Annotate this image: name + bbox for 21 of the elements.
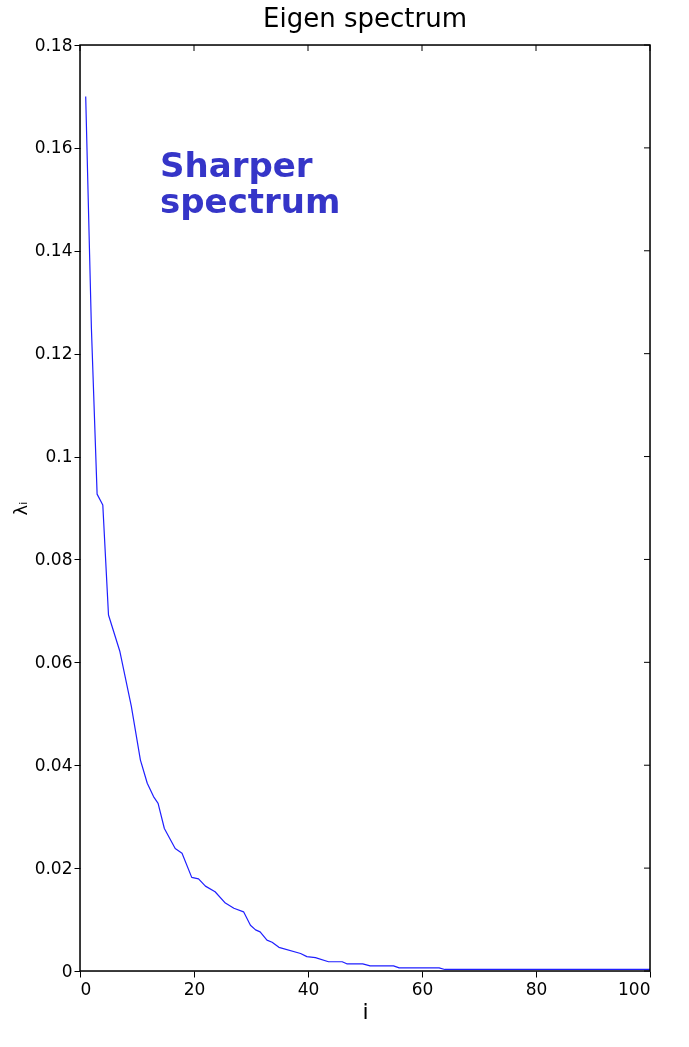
y-tick-label: 0.06 — [34, 651, 73, 672]
y-tick-label: 0.08 — [34, 548, 73, 569]
x-tick-label: 60 — [411, 978, 434, 999]
chart-title: Eigen spectrum — [263, 3, 467, 33]
y-tick-label: 0.16 — [34, 137, 73, 158]
x-axis-title: i — [362, 998, 369, 1024]
x-tick-label: 20 — [183, 978, 206, 999]
y-tick-label: 0.12 — [34, 343, 73, 364]
y-axis-title: λᵢ — [9, 501, 31, 516]
y-tick-label: 0.04 — [34, 754, 73, 775]
y-tick-label: 0.14 — [34, 240, 73, 261]
y-tick-label: 0.02 — [34, 857, 73, 878]
y-tick-label: 0.1 — [45, 446, 73, 467]
y-tick-label: 0 — [61, 960, 73, 981]
line-series — [85, 95, 651, 971]
x-tick-label: 0 — [80, 978, 92, 999]
x-tick-label: 100 — [618, 978, 651, 999]
annotation: Sharper spectrum — [160, 145, 341, 221]
y-tick-label: 0.18 — [34, 34, 73, 55]
x-tick-label: 40 — [297, 978, 320, 999]
x-tick-label: 80 — [525, 978, 548, 999]
